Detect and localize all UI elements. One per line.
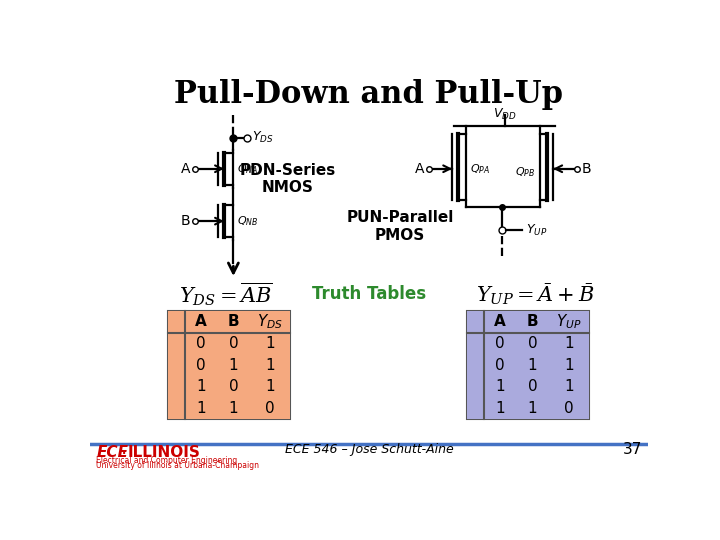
Text: $Q_{PB}$: $Q_{PB}$: [516, 165, 536, 179]
Text: $Q_{NA}$: $Q_{NA}$: [238, 162, 258, 176]
Bar: [168, 376, 290, 397]
Text: 0: 0: [228, 379, 238, 394]
Text: ECE 546 – Jose Schutt-Aine: ECE 546 – Jose Schutt-Aine: [284, 443, 454, 456]
Text: 1: 1: [564, 336, 574, 351]
Text: 1: 1: [495, 401, 505, 416]
Text: 0: 0: [228, 336, 238, 351]
Text: 1: 1: [564, 379, 574, 394]
Text: 1: 1: [265, 336, 274, 351]
Text: B: B: [228, 314, 239, 329]
Text: 0: 0: [528, 336, 537, 351]
Bar: [168, 397, 290, 419]
Text: B: B: [527, 314, 539, 329]
Text: 0: 0: [196, 336, 206, 351]
Text: A: A: [494, 314, 506, 329]
Text: 1: 1: [265, 379, 274, 394]
Text: A: A: [195, 314, 207, 329]
Text: ·: ·: [121, 445, 127, 464]
Text: University of Illinois at Urbana-Champaign: University of Illinois at Urbana-Champai…: [96, 461, 259, 470]
Text: B: B: [180, 214, 190, 228]
Text: 0: 0: [196, 357, 206, 373]
Bar: [168, 333, 290, 354]
Text: Truth Tables: Truth Tables: [312, 285, 426, 303]
Text: PDN-Series
NMOS: PDN-Series NMOS: [240, 163, 336, 195]
Text: 37: 37: [622, 442, 642, 457]
Text: $V_{DD}$: $V_{DD}$: [492, 107, 516, 122]
Text: 0: 0: [495, 357, 505, 373]
Text: 1: 1: [196, 401, 206, 416]
Text: Pull-Down and Pull-Up: Pull-Down and Pull-Up: [174, 79, 564, 110]
Text: 1: 1: [528, 401, 537, 416]
Text: $Y_{UP}$: $Y_{UP}$: [556, 313, 582, 332]
Text: ILLINOIS: ILLINOIS: [127, 445, 200, 460]
Text: 1: 1: [228, 357, 238, 373]
Text: A: A: [415, 162, 424, 176]
Bar: [467, 311, 589, 419]
Text: ECE: ECE: [96, 445, 128, 460]
Text: 1: 1: [528, 357, 537, 373]
Bar: [467, 397, 589, 419]
Text: B: B: [581, 162, 591, 176]
Text: 1: 1: [495, 379, 505, 394]
Text: 1: 1: [228, 401, 238, 416]
Text: $Y_{DS} = \overline{AB}$: $Y_{DS} = \overline{AB}$: [179, 281, 273, 308]
Text: 1: 1: [196, 379, 206, 394]
Text: 0: 0: [495, 336, 505, 351]
Text: $Y_{UP} = \bar{A} + \bar{B}$: $Y_{UP} = \bar{A} + \bar{B}$: [476, 281, 595, 307]
Text: 1: 1: [265, 357, 274, 373]
Text: $Y_{DS}$: $Y_{DS}$: [252, 130, 274, 145]
Text: A: A: [181, 162, 190, 176]
Bar: [467, 311, 589, 333]
Text: $Q_{PA}$: $Q_{PA}$: [469, 162, 490, 176]
Bar: [168, 311, 290, 333]
Bar: [168, 354, 290, 376]
Text: 0: 0: [265, 401, 274, 416]
Bar: [168, 311, 290, 419]
Text: $Y_{UP}$: $Y_{UP}$: [526, 223, 547, 238]
Text: 0: 0: [528, 379, 537, 394]
Bar: [467, 354, 589, 376]
Text: PUN-Parallel
PMOS: PUN-Parallel PMOS: [346, 210, 454, 242]
Text: 0: 0: [564, 401, 574, 416]
Bar: [467, 333, 589, 354]
Text: $Y_{DS}$: $Y_{DS}$: [257, 313, 283, 332]
Text: Electrical and Computer Engineering: Electrical and Computer Engineering: [96, 456, 238, 465]
Text: $Q_{NB}$: $Q_{NB}$: [238, 214, 258, 228]
Bar: [467, 376, 589, 397]
Text: 1: 1: [564, 357, 574, 373]
